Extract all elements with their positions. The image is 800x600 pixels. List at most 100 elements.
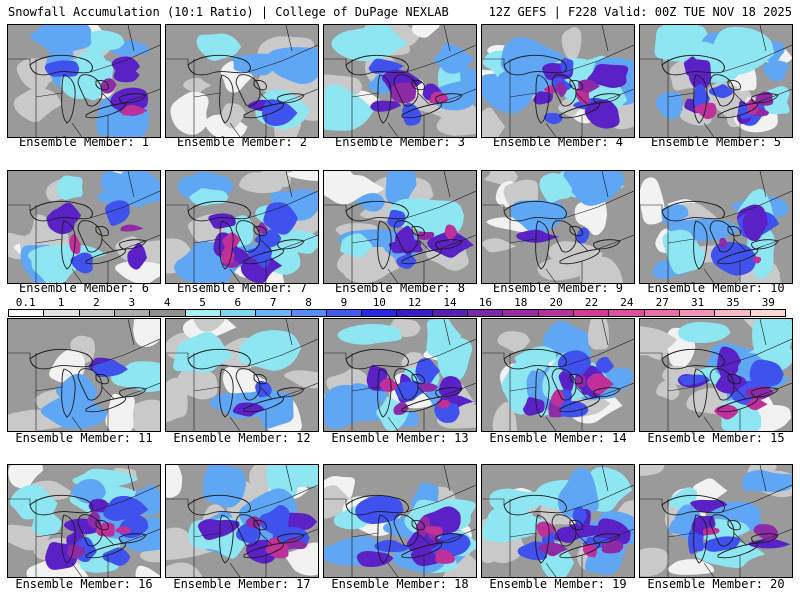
colorbar-tick-label: 2 (93, 296, 100, 309)
ensemble-map-panel (7, 170, 161, 284)
political-border (703, 416, 715, 431)
colorbar-segment (44, 310, 80, 316)
run-valid-time: 12Z GEFS | F228 Valid: 00Z TUE NOV 18 20… (488, 5, 792, 19)
political-border (640, 204, 663, 211)
political-border (601, 25, 609, 52)
snow-moderate-area (394, 225, 415, 255)
snow-heavy-area (389, 82, 417, 104)
snow-trace-area (640, 465, 665, 477)
snow-light-area (173, 331, 233, 373)
snow-light-area (557, 468, 599, 518)
colorbar-segment (291, 310, 327, 316)
lake-erie-outline (559, 248, 600, 265)
lake-georgian-outline (727, 374, 741, 385)
colorbar-tick-label: 22 (584, 296, 599, 309)
colorbar-segment (750, 310, 785, 316)
political-border (247, 44, 318, 73)
lake-huron-outline (709, 74, 735, 107)
lake-huron-outline (77, 74, 103, 107)
snow-trace-area (443, 553, 476, 577)
snow-light-area (268, 465, 318, 490)
lake-michigan-outline (693, 368, 708, 418)
political-border (759, 171, 767, 198)
snowfall-map (8, 171, 160, 283)
lake-georgian-outline (253, 520, 267, 531)
political-border (597, 528, 634, 544)
lake-huron-outline (393, 220, 419, 253)
snow-heavy-area (601, 540, 624, 554)
ensemble-map-panel (639, 464, 793, 578)
snowfall-map (166, 25, 318, 137)
ensemble-member-label: Ensemble Member: 9 (492, 281, 624, 295)
snow-heavy-area (221, 245, 235, 264)
political-border (545, 416, 557, 431)
colorbar-tick-label: 4 (163, 296, 171, 309)
snow-heavy-area (755, 91, 774, 106)
lake-ontario-outline (435, 387, 463, 398)
political-border (755, 88, 792, 104)
political-border (259, 238, 273, 252)
political-border (575, 92, 589, 106)
snow-moderate-area (105, 200, 130, 226)
snow-moderate-area (356, 550, 394, 568)
snow-moderate-area (596, 356, 615, 374)
snow-moderate-area (584, 99, 620, 129)
lake-erie-outline (243, 396, 284, 413)
political-border (733, 92, 747, 106)
political-border (127, 171, 135, 198)
lake-michigan-outline (535, 74, 550, 124)
colorbar-tick-label: 16 (478, 296, 493, 309)
colorbar-tick-label: 10 (372, 296, 386, 309)
colorbar-tick-label: 9 (340, 296, 348, 309)
political-border (575, 238, 589, 252)
lake-erie-outline (401, 542, 442, 559)
political-border (387, 122, 399, 137)
lake-erie-outline (85, 102, 126, 119)
colorbar-tick-label: 14 (443, 296, 457, 309)
lake-ontario-outline (593, 387, 621, 398)
political-border (703, 268, 715, 283)
snow-heavy-area (115, 526, 131, 534)
lake-ontario-outline (277, 239, 305, 250)
lake-huron-outline (77, 514, 103, 547)
political-border (285, 171, 293, 198)
lake-michigan-outline (61, 368, 76, 418)
lake-erie-outline (85, 396, 126, 413)
lake-huron-outline (709, 368, 735, 401)
political-border (721, 190, 792, 219)
snowfall-map (324, 171, 476, 283)
lake-ontario-outline (119, 387, 147, 398)
ensemble-member-label: Ensemble Member: 18 (331, 577, 469, 591)
political-border (351, 386, 379, 392)
snow-moderate-area (690, 499, 728, 513)
lake-ontario-outline (593, 533, 621, 544)
lake-michigan-outline (219, 368, 234, 418)
colorbar-segment (397, 310, 433, 316)
colorbar-tick-label: 39 (761, 296, 775, 309)
political-border (285, 465, 293, 492)
colorbar-segment (79, 310, 115, 316)
snow-trace-area (221, 103, 246, 129)
lake-georgian-outline (411, 374, 425, 385)
snow-moderate-area (232, 402, 266, 417)
colorbar-tick-label: 5 (199, 296, 206, 309)
political-border (166, 498, 189, 505)
political-border (35, 238, 63, 244)
snow-light-area (340, 233, 373, 258)
political-border (439, 88, 476, 104)
lake-huron-outline (709, 514, 735, 547)
political-border (545, 122, 557, 137)
snow-trace-area (482, 238, 517, 253)
lake-ontario-outline (277, 387, 305, 398)
snow-light-area (655, 92, 683, 120)
ensemble-map-panel (323, 464, 477, 578)
snow-moderate-area (517, 541, 548, 561)
snowfall-map (166, 171, 318, 283)
lake-erie-outline (401, 102, 442, 119)
lake-erie-outline (243, 102, 284, 119)
colorbar-segment (362, 310, 398, 316)
political-border (703, 562, 715, 577)
lake-erie-outline (243, 248, 284, 265)
ensemble-member-label: Ensemble Member: 15 (647, 431, 785, 445)
political-border (545, 562, 557, 577)
